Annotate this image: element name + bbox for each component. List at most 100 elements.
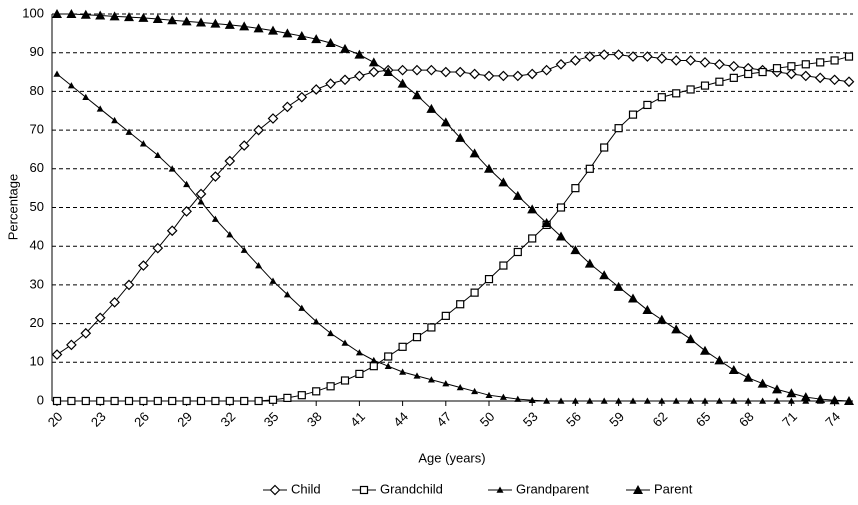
data-point [485,391,493,398]
data-point [800,392,811,402]
x-tick-label: 47 [434,409,455,430]
data-point [340,376,350,385]
data-point [787,62,796,71]
data-point [600,143,609,152]
data-point [728,365,739,375]
data-point [239,21,250,31]
data-point [124,396,134,406]
y-tick-label: 80 [30,83,44,98]
x-tick-label: 74 [822,409,843,430]
series-line [57,56,850,402]
y-tick-label: 90 [30,44,44,59]
data-point [340,43,350,53]
data-point [772,384,782,394]
x-tick-label: 56 [563,409,584,430]
data-point [339,74,351,86]
data-point [571,397,579,404]
data-point [687,397,695,404]
data-point [513,247,522,257]
data-point [598,49,610,60]
data-point [599,270,610,280]
data-point [557,397,565,404]
data-point [469,148,480,158]
x-tick-label: 62 [650,409,671,430]
data-point [585,164,594,173]
data-point [456,383,464,391]
data-point [123,279,135,291]
data-point [311,34,322,44]
data-point [398,342,407,351]
data-point [368,66,380,78]
data-point [758,67,767,77]
y-tick-label: 100 [22,5,44,20]
data-point [267,113,279,124]
data-point [786,68,797,80]
data-point [412,90,422,100]
data-point [499,393,507,400]
x-tick-label: 26 [131,409,152,430]
data-point [154,151,162,159]
data-point [714,58,725,70]
data-point [355,369,364,379]
data-point [109,11,120,21]
x-tick-label: 20 [45,409,66,430]
data-point [110,396,119,406]
series-line [56,73,849,402]
data-point [368,57,379,67]
x-tick-label: 23 [88,409,109,430]
data-point [240,246,248,253]
data-point [454,66,466,78]
data-point [413,372,421,379]
data-point [197,198,205,205]
y-tick-label: 60 [30,160,44,175]
data-point [384,362,392,369]
y-tick-label: 70 [30,122,44,137]
data-point [426,103,437,113]
data-point [211,215,219,222]
data-point [268,395,278,404]
x-axis-title: Age (years) [418,450,485,465]
data-point [570,55,581,66]
x-tick-label: 32 [218,409,239,430]
data-point [786,388,797,398]
data-point [514,395,522,402]
data-point [615,397,623,404]
data-point [369,362,378,371]
data-point [81,396,90,406]
legend-marker [269,484,281,496]
data-point [440,117,451,127]
data-point [829,74,840,86]
data-point [686,85,695,94]
data-point [139,140,147,147]
data-point [773,397,781,404]
data-point [658,397,666,404]
data-point [412,333,422,342]
data-point [715,397,723,404]
data-point [196,396,206,406]
data-point [82,93,90,101]
data-point [614,124,623,133]
data-point [829,395,840,405]
data-point [181,206,192,217]
data-point [254,396,263,406]
x-tick-label: 41 [347,409,368,430]
data-point [125,128,133,135]
data-point [80,327,92,339]
data-point [383,67,394,77]
data-point [152,14,163,24]
data-point [759,397,767,404]
data-point [541,64,552,76]
data-point [483,70,495,82]
data-point [297,391,306,400]
data-point [685,334,696,344]
data-point [657,93,666,102]
data-point [139,396,148,406]
data-point [181,16,192,26]
data-point [469,68,480,80]
data-point [613,281,624,291]
y-tick-label: 10 [30,354,44,369]
data-point [341,339,349,346]
data-point [442,380,450,387]
y-tick-label: 20 [30,315,44,330]
data-point [182,396,191,406]
